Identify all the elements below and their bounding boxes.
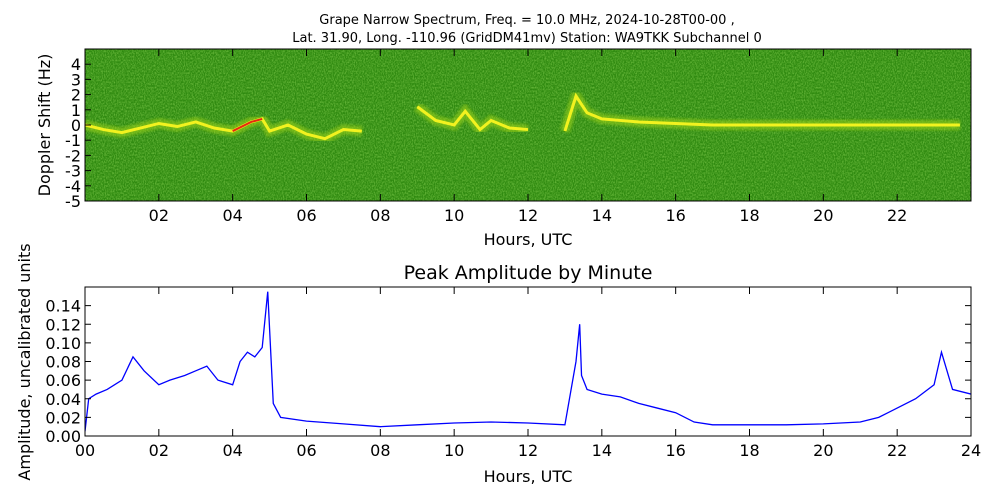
spectrogram-y-tick-label: 0 (71, 116, 81, 135)
spectrogram-y-axis-label: Doppler Shift (Hz) (35, 54, 54, 197)
spectrogram-y-tick-label: -5 (65, 192, 81, 211)
amplitude-x-tick-label: 12 (518, 441, 538, 460)
spectrogram-y-tick-label: 2 (71, 86, 81, 105)
amplitude-x-tick-label: 08 (370, 441, 390, 460)
spectrogram-y-tick-label: 3 (71, 70, 81, 89)
amplitude-panel: 00 02 04 06 08 10 12 14 16 18 20 22 24 0.000.020.040… (15, 243, 981, 486)
spectrogram-y-tick-label: -2 (65, 146, 81, 165)
amplitude-y-tick-label: 0.10 (45, 334, 81, 353)
spectrogram-y-tick-label: -3 (65, 162, 81, 181)
spectrogram-y-tick-label: -1 (65, 131, 81, 150)
amplitude-x-tick-label: 06 (296, 441, 316, 460)
spectrogram-x-tick-label: 02 (149, 206, 169, 225)
amplitude-x-tick-label: 04 (222, 441, 242, 460)
figure-title-line2: Lat. 31.90, Long. -110.96 (GridDM41mv) S… (292, 31, 762, 46)
amplitude-y-tick-label: 0.12 (45, 315, 81, 334)
amplitude-y-axis-label: Amplitude, uncalibrated units (15, 243, 34, 480)
amplitude-y-tick-label: 0.04 (45, 390, 81, 409)
spectrogram-x-tick-label: 14 (592, 206, 612, 225)
spectrogram-x-tick-label: 04 (222, 206, 242, 225)
amplitude-x-tick-label: 20 (813, 441, 833, 460)
spectrogram-y-tick-label: 1 (71, 101, 81, 120)
amplitude-x-tick-label: 18 (739, 441, 759, 460)
spectrogram-x-axis-label: Hours, UTC (484, 230, 573, 249)
spectrogram-x-tick-label: 20 (813, 206, 833, 225)
amplitude-x-tick-label: 02 (149, 441, 169, 460)
amplitude-chart-title: Peak Amplitude by Minute (404, 262, 653, 284)
amplitude-x-tick-label: 24 (961, 441, 981, 460)
amplitude-y-tick-label: 0.14 (45, 297, 81, 316)
spectrogram-y-tick-label: 4 (71, 55, 81, 74)
amplitude-y-tick-label: 0.08 (45, 353, 81, 372)
spectrogram-x-tick-label: 16 (665, 206, 685, 225)
spectrogram-x-tick-label: 08 (370, 206, 390, 225)
amplitude-y-tick-label: 0.02 (45, 408, 81, 427)
spectrogram-x-tick-label: 06 (296, 206, 316, 225)
amplitude-x-tick-label: 00 (75, 441, 95, 460)
doppler-trace-line (563, 92, 960, 132)
amplitude-x-tick-label: 14 (592, 441, 612, 460)
spectrogram-x-tick-label: 10 (444, 206, 464, 225)
amplitude-y-tick-label: 0.06 (45, 371, 81, 390)
spectrogram-x-tick-label: 12 (518, 206, 538, 225)
doppler-trace-peak (232, 117, 263, 132)
amplitude-series-line (85, 291, 971, 432)
amplitude-x-tick-label: 22 (887, 441, 907, 460)
spectrogram-x-tick-label: 18 (739, 206, 759, 225)
doppler-trace-line (416, 105, 529, 132)
amplitude-plot-area (85, 287, 971, 436)
amplitude-x-tick-label: 16 (665, 441, 685, 460)
figure-title-line1: Grape Narrow Spectrum, Freq. = 10.0 MHz,… (319, 13, 734, 28)
spectrogram-x-tick-label: 22 (887, 206, 907, 225)
amplitude-x-axis-label: Hours, UTC (484, 467, 573, 486)
amplitude-y-tick-label: 0.00 (45, 427, 81, 446)
spectrogram-y-tick-label: -4 (65, 177, 81, 196)
amplitude-x-tick-label: 10 (444, 441, 464, 460)
